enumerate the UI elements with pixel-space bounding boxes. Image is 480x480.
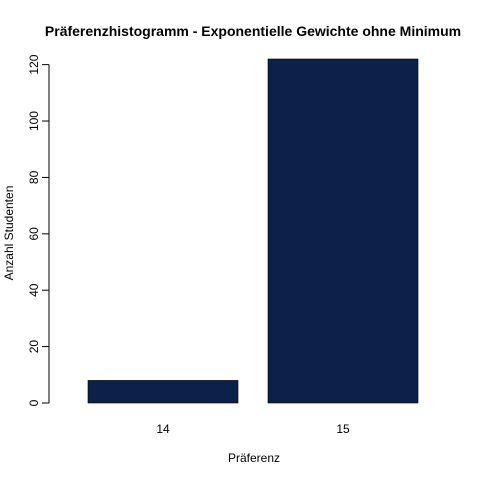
y-tick-label-0: 0 xyxy=(27,399,41,406)
plot-area xyxy=(87,58,419,404)
y-tick-label-20: 20 xyxy=(27,340,41,354)
y-tick-label-120: 120 xyxy=(27,54,41,74)
bars xyxy=(87,58,419,404)
y-tick-label-40: 40 xyxy=(27,283,41,297)
bar-15 xyxy=(267,58,419,404)
y-tick-label-100: 100 xyxy=(27,111,41,131)
bar-14 xyxy=(87,380,239,404)
x-tick-label-15: 15 xyxy=(336,422,350,436)
x-tick-label-14: 14 xyxy=(156,422,170,436)
y-axis-label: Anzahl Studenten xyxy=(2,186,16,281)
chart-title: Präferenzhistogramm - Exponentielle Gewi… xyxy=(45,23,461,39)
y-tick-label-60: 60 xyxy=(27,227,41,241)
y-axis: 0 20 40 60 80 100 120 xyxy=(27,54,50,406)
x-axis: 14 15 xyxy=(156,422,350,436)
x-axis-label: Präferenz xyxy=(228,451,280,465)
y-tick-label-80: 80 xyxy=(27,170,41,184)
